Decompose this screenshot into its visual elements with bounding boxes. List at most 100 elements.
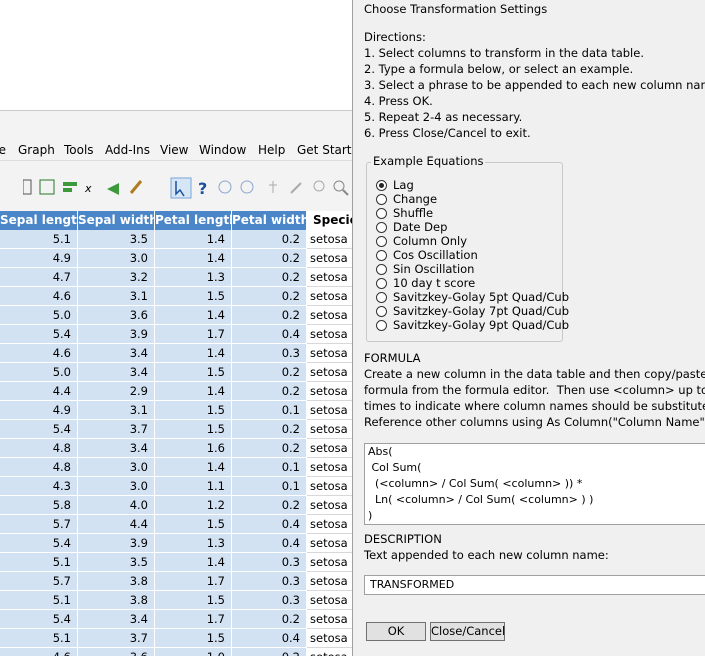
cell: 3.7 [78, 420, 155, 439]
column-header[interactable]: Sepal length [0, 211, 85, 230]
cell: 4.6 [0, 344, 78, 363]
formula-editor[interactable]: Abs( Col Sum( (<column> / Col Sum( <colu… [364, 443, 705, 525]
radio-label[interactable]: Column Only [393, 234, 468, 248]
icon[interactable] [22, 179, 32, 195]
radio-button[interactable] [376, 222, 387, 233]
icon[interactable] [39, 179, 55, 195]
radio-button[interactable] [376, 306, 387, 317]
column-header[interactable]: Petal width [232, 211, 309, 230]
radio-button[interactable] [376, 320, 387, 331]
cell: 5.1 [0, 591, 78, 610]
column-header[interactable]: Sepal width [78, 211, 158, 230]
cell: 1.4 [155, 249, 232, 268]
radio-button[interactable] [376, 292, 387, 303]
close-button[interactable]: Close/Cancel [430, 622, 505, 641]
cell: 0.4 [232, 534, 307, 553]
cell: 0.4 [232, 515, 307, 534]
cell: 1.5 [155, 363, 232, 382]
menu-item[interactable]: Add-Ins [105, 143, 150, 157]
radio-button[interactable] [376, 264, 387, 275]
radio-label[interactable]: Date Dep [393, 220, 448, 234]
cell: 0.1 [232, 458, 307, 477]
radio-button[interactable] [376, 236, 387, 247]
cell: 0.2 [232, 610, 307, 629]
icon[interactable] [333, 180, 345, 192]
radio-button[interactable] [376, 278, 387, 289]
description-help: Text appended to each new column name: [364, 548, 609, 562]
radio-label[interactable]: Change [393, 192, 438, 206]
cell: 0.3 [232, 591, 307, 610]
help-line: Reference other columns using As Column(… [364, 415, 705, 429]
cell: setosa [307, 572, 352, 591]
radio-label[interactable]: Lag [393, 178, 414, 192]
icon[interactable]: ? [198, 179, 207, 198]
radio-label[interactable]: Cos Oscillation [393, 248, 478, 262]
icon-selected[interactable] [170, 177, 192, 199]
cell: setosa [307, 249, 352, 268]
icon[interactable] [313, 180, 325, 192]
cell: 4.0 [78, 496, 155, 515]
menu-item[interactable]: Tools [64, 143, 94, 157]
radio-label[interactable]: Savitzkey-Golay 5pt Quad/Cub [393, 290, 570, 304]
icon[interactable]: x [84, 182, 92, 195]
cell: 0.4 [232, 325, 307, 344]
menu-item[interactable]: Help [258, 143, 286, 157]
icon[interactable] [106, 183, 119, 195]
icon-part [342, 189, 349, 196]
radio-button[interactable] [376, 180, 387, 191]
icon[interactable] [290, 182, 302, 194]
cell: 0.2 [232, 268, 307, 287]
cell: 5.4 [0, 610, 78, 629]
radio-label[interactable]: Shuffle [393, 206, 434, 220]
menu-item[interactable]: Get Started [297, 143, 352, 157]
cell: setosa [307, 553, 352, 572]
radio-button[interactable] [376, 194, 387, 205]
menu-item[interactable]: View [160, 143, 189, 157]
column-header[interactable]: Petal length [155, 211, 238, 230]
icon[interactable] [129, 180, 143, 194]
cell: 0.2 [232, 287, 307, 306]
menu-item[interactable]: Window [199, 143, 247, 157]
data-grid: Sepal length Sepal width Petal length Petal… [0, 211, 352, 656]
cell: setosa [307, 629, 352, 648]
radio-button[interactable] [376, 250, 387, 261]
formula-line: (<column> / Col Sum( <column> )) * [368, 477, 583, 490]
help-line: formula from the formula editor. Then us… [364, 383, 705, 397]
toolbar-icons: x ? [22, 177, 349, 199]
radio-label[interactable]: Savitzkey-Golay 7pt Quad/Cub [393, 304, 570, 318]
cell: 4.8 [0, 439, 78, 458]
cell: 3.6 [78, 306, 155, 325]
cell: 0.2 [232, 230, 307, 249]
radio-label[interactable]: Sin Oscillation [393, 262, 475, 276]
icon[interactable] [62, 182, 77, 186]
direction-line: 5. Repeat 2-4 as necessary. [364, 110, 523, 124]
cell: 5.8 [0, 496, 78, 515]
cell: 0.2 [232, 382, 307, 401]
radio-label[interactable]: Savitzkey-Golay 9pt Quad/Cub [393, 318, 570, 332]
icon[interactable] [240, 180, 254, 194]
cell: setosa [307, 382, 352, 401]
cell: setosa [307, 591, 352, 610]
menu-item[interactable]: Analyze [0, 143, 6, 157]
radio-label[interactable]: 10 day t score [393, 276, 476, 290]
radio-button[interactable] [376, 208, 387, 219]
icon[interactable] [218, 180, 232, 194]
cell: 1.4 [155, 553, 232, 572]
suffix-input[interactable]: TRANSFORMED [364, 575, 705, 595]
cell: 5.1 [0, 629, 78, 648]
cell: 1.6 [155, 439, 232, 458]
menu-item[interactable]: Graph [18, 143, 55, 157]
icon[interactable] [268, 181, 277, 193]
cell: 1.5 [155, 629, 232, 648]
column-header[interactable]: Species [307, 211, 352, 230]
cell: 4.8 [0, 458, 78, 477]
data-table-window: Analyze Graph Tools Add-Ins View Window Help Ge… [0, 0, 352, 656]
ok-button[interactable]: OK [366, 622, 426, 641]
cell: setosa [307, 534, 352, 553]
cell: 0.2 [232, 648, 307, 656]
cell: 5.4 [0, 420, 78, 439]
direction-line: 3. Select a phrase to be appended to eac… [364, 78, 705, 92]
formula-line: Abs( [368, 445, 393, 458]
cell: 0.3 [232, 572, 307, 591]
cell: 5.7 [0, 572, 78, 591]
